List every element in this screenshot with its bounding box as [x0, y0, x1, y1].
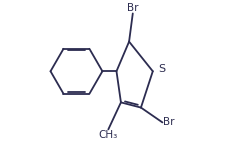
Text: Br: Br: [126, 3, 138, 13]
Text: S: S: [157, 64, 164, 74]
Text: CH₃: CH₃: [98, 130, 117, 140]
Text: Br: Br: [162, 117, 174, 127]
